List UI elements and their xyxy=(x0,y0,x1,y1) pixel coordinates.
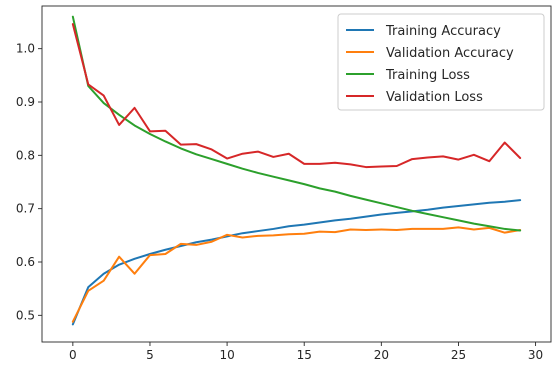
x-tick-label: 25 xyxy=(451,348,466,362)
y-tick-label: 0.6 xyxy=(16,255,35,269)
plot-frame xyxy=(41,5,552,343)
legend-label-0: Training Accuracy xyxy=(385,24,501,39)
x-tick-label: 10 xyxy=(219,348,234,362)
series-line-0 xyxy=(71,199,522,326)
x-tick-label: 5 xyxy=(146,348,154,362)
y-tick-label: 0.8 xyxy=(16,148,35,162)
x-tick-label: 30 xyxy=(528,348,543,362)
y-tick-label: 0.7 xyxy=(16,202,35,216)
legend-label-1: Validation Accuracy xyxy=(386,46,514,61)
series-layer xyxy=(71,15,522,326)
series-line-2 xyxy=(71,15,522,232)
y-tick-label: 0.5 xyxy=(16,308,35,322)
legend-label-2: Training Loss xyxy=(385,68,470,83)
x-tick-label: 20 xyxy=(374,348,389,362)
y-tick-label: 0.9 xyxy=(16,95,35,109)
x-tick-label: 15 xyxy=(297,348,312,362)
series-line-1 xyxy=(71,226,522,323)
y-tick-label: 1.0 xyxy=(16,42,35,56)
axes-layer: 0 5 10 15 20 25 30 0.5 0.6 0.7 0.8 0.9 1.0 xyxy=(16,5,552,362)
legend-label-3: Validation Loss xyxy=(386,90,483,105)
series-line-3 xyxy=(71,23,522,169)
legend: Training Accuracy Validation Accuracy Trai… xyxy=(337,13,545,111)
x-tick-label: 0 xyxy=(69,348,77,362)
legend-box xyxy=(337,13,545,111)
